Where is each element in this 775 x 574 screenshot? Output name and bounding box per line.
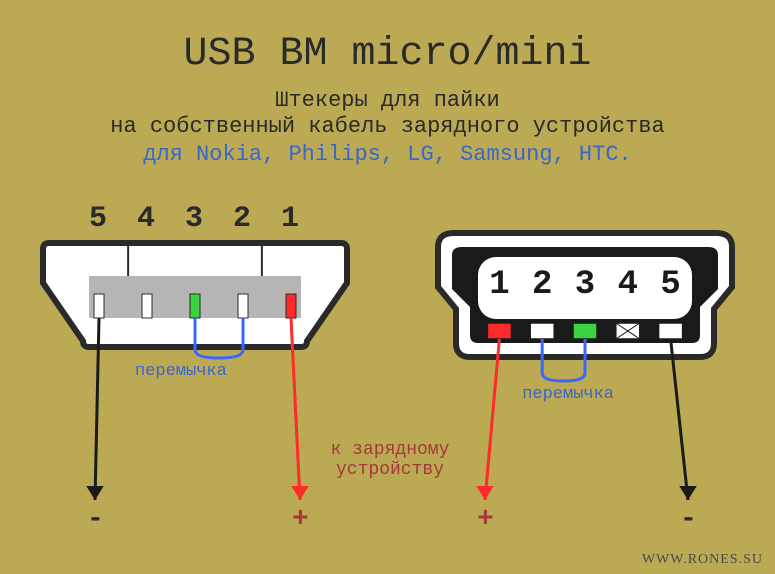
svg-text:1: 1 bbox=[489, 266, 509, 304]
micro-pin-number: 3 bbox=[185, 202, 203, 236]
svg-text:3: 3 bbox=[575, 266, 595, 304]
charger-note-line-1: к зарядному bbox=[320, 440, 460, 460]
watermark: WWW.RONES.SU bbox=[642, 552, 763, 568]
polarity-sign: - bbox=[87, 504, 104, 535]
diagram-canvas: USB BM micro/mini Штекеры для пайки на с… bbox=[0, 0, 775, 574]
micro-usb-connector: 54321 bbox=[40, 240, 350, 350]
micro-pin-number: 1 bbox=[281, 202, 299, 236]
subtitle-line-1: Штекеры для пайки bbox=[0, 88, 775, 113]
page-title: USB BM micro/mini bbox=[0, 32, 775, 77]
polarity-sign: + bbox=[477, 504, 494, 535]
polarity-sign: + bbox=[292, 504, 309, 535]
charger-note: к зарядному устройству bbox=[320, 440, 460, 480]
micro-jumper-label: перемычка bbox=[135, 362, 227, 381]
mini-usb-connector: 12345 bbox=[435, 230, 735, 360]
subtitle-line-2: на собственный кабель зарядного устройст… bbox=[0, 114, 775, 139]
svg-text:2: 2 bbox=[532, 266, 552, 304]
micro-pin-number: 4 bbox=[137, 202, 155, 236]
micro-pin-number: 5 bbox=[89, 202, 107, 236]
polarity-sign: - bbox=[680, 504, 697, 535]
micro-pin-number: 2 bbox=[233, 202, 251, 236]
svg-text:4: 4 bbox=[618, 266, 638, 304]
charger-note-line-2: устройству bbox=[320, 460, 460, 480]
mini-jumper-label: перемычка bbox=[522, 385, 614, 404]
svg-text:5: 5 bbox=[660, 266, 680, 304]
subtitle-line-3: для Nokia, Philips, LG, Samsung, HTC. bbox=[0, 142, 775, 167]
